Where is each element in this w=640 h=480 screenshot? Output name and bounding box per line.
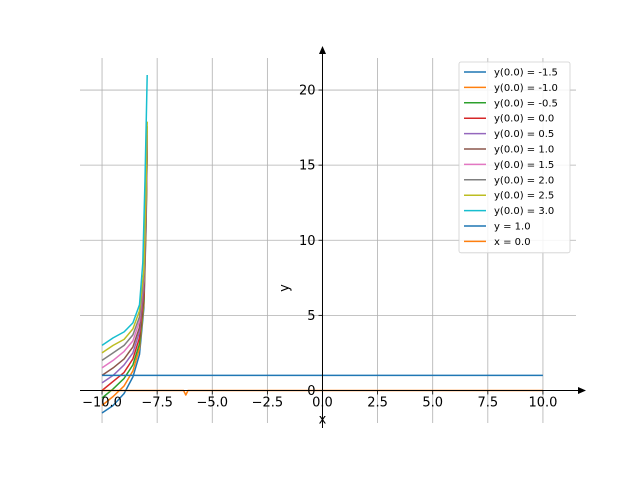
series-line-0 bbox=[101, 150, 148, 414]
legend-label-7: y(0.0) = 2.0 bbox=[494, 175, 554, 186]
legend-label-11: x = 0.0 bbox=[494, 237, 531, 248]
legend-label-3: y(0.0) = 0.0 bbox=[494, 114, 554, 125]
series-line-3 bbox=[101, 141, 148, 392]
series-line-1 bbox=[101, 147, 148, 407]
legend-label-0: y(0.0) = -1.5 bbox=[494, 68, 558, 79]
x-axis-arrow-icon bbox=[578, 386, 586, 394]
y-tick-label-0: 0 bbox=[307, 384, 315, 399]
series-line-2 bbox=[101, 144, 148, 399]
legend-label-4: y(0.0) = 0.5 bbox=[494, 129, 554, 140]
y-axis-arrow-icon bbox=[318, 46, 326, 54]
x-axis-label: x bbox=[319, 412, 327, 427]
y-tick-label-4: 20 bbox=[299, 84, 316, 99]
series-line-8 bbox=[101, 121, 148, 354]
x-tick-label-7: 7.5 bbox=[477, 395, 498, 410]
x-tick-label-4: 0.0 bbox=[312, 395, 333, 410]
y-tick-label-2: 10 bbox=[299, 234, 316, 249]
legend-label-8: y(0.0) = 2.5 bbox=[494, 191, 554, 202]
legend-label-2: y(0.0) = -0.5 bbox=[494, 98, 558, 109]
x-tick-label-8: 10.0 bbox=[528, 395, 557, 410]
x-tick-label-3: −2.5 bbox=[252, 395, 284, 410]
tick-labels: −10.0 −7.5 −5.0 −2.5 0.0 2.5 5.0 7.5 10.0 0 5 10 15 2… bbox=[82, 84, 557, 411]
y-tick-label-3: 15 bbox=[299, 159, 316, 174]
x-tick-label-5: 2.5 bbox=[367, 395, 388, 410]
legend-label-5: y(0.0) = 1.0 bbox=[494, 145, 554, 156]
x-tick-label-0: −10.0 bbox=[82, 395, 122, 410]
legend-label-9: y(0.0) = 3.0 bbox=[494, 206, 554, 217]
legend-box bbox=[458, 61, 571, 254]
legend-label-10: y = 1.0 bbox=[494, 222, 531, 233]
y-tick-label-1: 5 bbox=[307, 309, 315, 324]
legend: y(0.0) = -1.5 y(0.0) = -1.0 y(0.0) = -0.5 y… bbox=[458, 61, 571, 254]
x-tick-label-1: −7.5 bbox=[141, 395, 173, 410]
x-tick-label-6: 5.0 bbox=[422, 395, 443, 410]
x-tick-label-2: −5.0 bbox=[196, 395, 228, 410]
legend-label-6: y(0.0) = 1.5 bbox=[494, 160, 554, 171]
legend-label-1: y(0.0) = -1.0 bbox=[494, 83, 558, 94]
y-axis-label: y bbox=[277, 284, 292, 292]
series-line-9 bbox=[101, 74, 148, 347]
